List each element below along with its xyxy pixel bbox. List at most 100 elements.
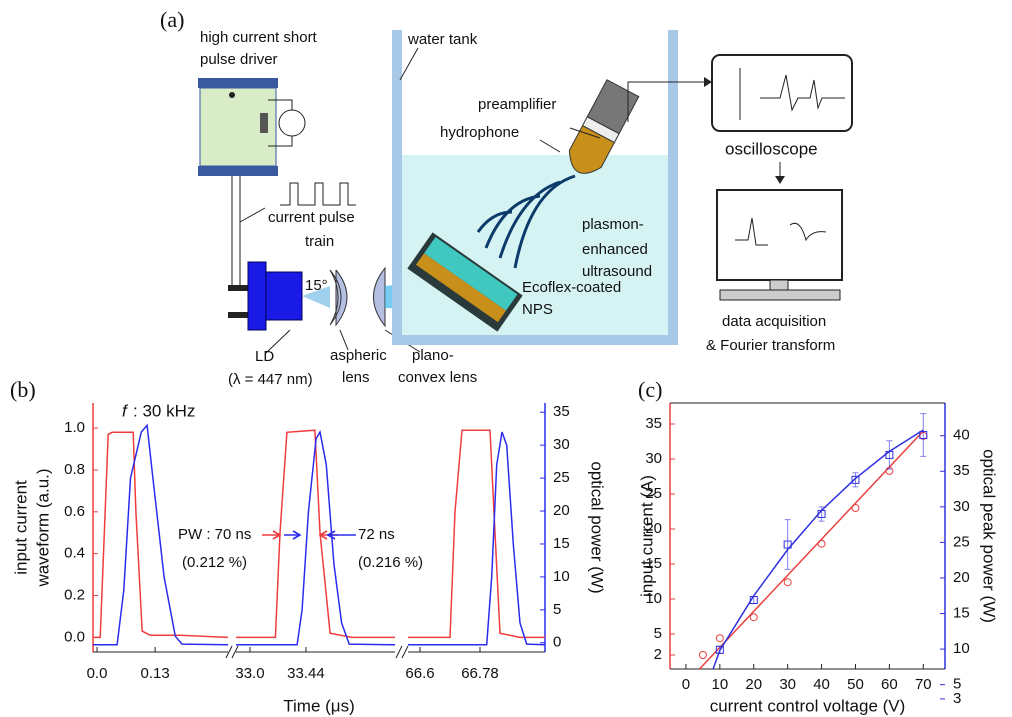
x-axis-label: current control voltage (V) [710,696,906,715]
y-tick-label: 25 [953,533,970,550]
error-bar [785,520,791,570]
x-tick-label: 0 [682,676,690,693]
y-tick-label: 5 [654,625,662,642]
page: (a) high current short pulse driver curr… [0,0,1012,717]
annotation: (0.216 %) [358,554,423,571]
switch [260,113,268,133]
y-axis-label: waveform (a.u.) [33,468,52,587]
y2-axis-label: optical peak power (W) [980,449,999,623]
label: water tank [407,31,478,48]
y-tick-label: 30 [553,436,570,453]
label: plasmon- [582,216,644,233]
arrow [262,531,280,539]
aspheric-lens [330,270,347,325]
label: lens [342,369,370,386]
y-tick-label: 0.0 [64,628,85,645]
ld [266,272,302,320]
panel-label: (b) [10,377,36,402]
label: preamplifier [478,96,556,113]
oscilloscope [712,55,852,131]
y-tick-label: 5 [553,601,561,618]
annotation: PW : 70 ns [178,526,251,543]
x-tick-label: 60 [881,676,898,693]
annotation: : 30 kHz [133,401,195,420]
y-tick-label: 0.2 [64,586,85,603]
wire [232,176,240,290]
x-tick-label: 66.6 [405,665,434,682]
y-tick-label: 35 [953,462,970,479]
pulse-train [280,183,356,205]
leader [400,48,418,80]
y-tick-label: 2 [654,646,662,663]
arrow [704,77,712,87]
panel-a: (a) high current short pulse driver curr… [160,7,852,388]
ld [248,262,266,330]
arrow [775,176,785,184]
y-tick-label: 30 [645,450,662,467]
label: & Fourier transform [706,337,835,354]
y-tick-label: 0.6 [64,503,85,520]
label: convex lens [398,369,477,386]
y-tick-label: 10 [953,640,970,657]
y-tick-label: 0 [553,634,561,651]
point [699,652,706,659]
mount [228,285,250,291]
label: ultrasound [582,263,652,280]
y-tick-label: 20 [553,502,570,519]
x-tick-label: 33.0 [235,665,264,682]
label: data acquisition [722,313,826,330]
y2-axis-label: optical power (W) [588,461,607,593]
base [720,290,840,300]
arrow [284,531,300,539]
plano-lens [374,268,386,326]
x-tick-label: 0.13 [141,665,170,682]
error-bar [920,414,926,457]
y-tick-label: 35 [645,415,662,432]
y-tick-label: 5 [953,676,961,693]
annotation: 72 ns [358,526,395,543]
label: current pulse [268,209,355,226]
label: (λ = 447 nm) [228,371,313,388]
label: oscilloscope [725,139,818,158]
mount [228,312,250,318]
label: aspheric [330,347,387,364]
line [93,430,545,637]
leader [240,208,265,222]
y-tick-label: 40 [953,427,970,444]
x-tick-label: 20 [745,676,762,693]
x-tick-label: 50 [847,676,864,693]
label: Ecoflex-coated [522,279,621,296]
label: high current short [200,29,318,46]
x-tick-label: 70 [915,676,932,693]
node [229,92,235,98]
y-tick-label: 0.8 [64,461,85,478]
label: NPS [522,301,553,318]
y-tick-label: 1.0 [64,419,85,436]
meter [279,110,305,136]
x-tick-label: 30 [779,676,796,693]
y-axis-label: input current [11,480,30,575]
x-tick-label: 0.0 [87,665,108,682]
y-axis-label: input current (A) [637,475,656,597]
x-axis-label: Time (μs) [283,696,355,715]
y-tick-label: 35 [553,403,570,420]
line [713,430,923,669]
x-tick-label: 10 [712,676,729,693]
y-tick-label: 30 [953,498,970,515]
label: train [305,233,334,250]
arrow [328,531,356,539]
label: plano- [412,347,454,364]
driver-cap [198,78,278,88]
x-tick-label: 40 [813,676,830,693]
y-tick-label: 15 [553,535,570,552]
label: hydrophone [440,124,519,141]
panel-label: (a) [160,7,184,32]
monitor [717,190,842,280]
y-tick-label: 15 [953,604,970,621]
y-tick-label: 0.4 [64,545,85,562]
driver-cap [198,166,278,176]
stand [770,280,788,290]
y-tick-label: 10 [553,568,570,585]
y-tick-label: 25 [553,469,570,486]
y-tick-label: 20 [953,569,970,586]
